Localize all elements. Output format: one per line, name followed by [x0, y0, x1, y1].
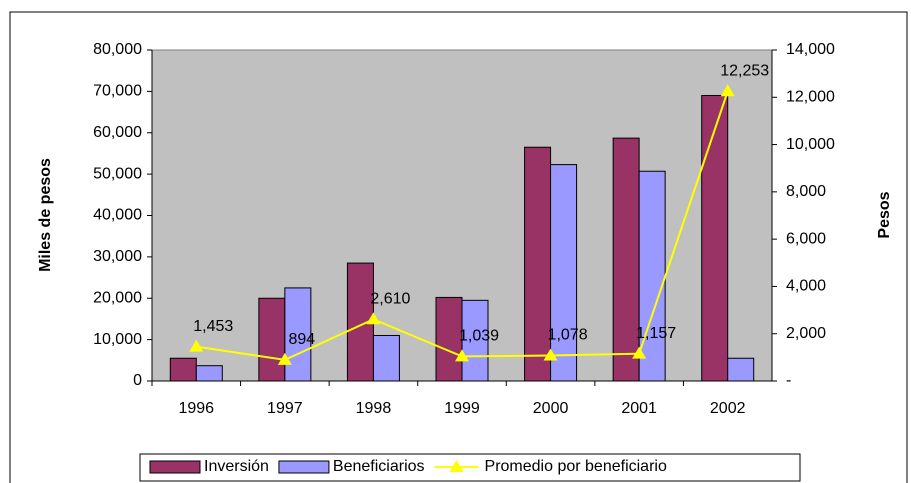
legend-label: Inversión: [204, 458, 269, 475]
bar: [524, 146, 552, 382]
x-tick-label: 1999: [444, 400, 480, 417]
x-tick-label: 1998: [356, 400, 392, 417]
data-label: 2,610: [370, 291, 410, 308]
bar: [435, 296, 463, 382]
y-tick-label: 10,000: [93, 331, 142, 348]
y-tick-label: 20,000: [93, 289, 142, 306]
marker: [366, 312, 381, 325]
marker: [543, 348, 558, 361]
marker: [277, 352, 292, 365]
legend-label: Promedio por beneficiario: [485, 458, 667, 475]
x-tick-label: 2000: [533, 400, 569, 417]
y-tick-label: 70,000: [93, 83, 142, 100]
marker: [632, 346, 647, 359]
y2-tick-label: 10,000: [786, 136, 835, 153]
y2-tick-label: 2,000: [786, 325, 826, 342]
y-tick-label: 80,000: [93, 41, 142, 58]
y2-tick-label: 12,000: [786, 89, 835, 106]
bar: [612, 137, 640, 382]
bar: [550, 164, 578, 382]
bar: [638, 170, 666, 382]
data-label: 1,039: [459, 328, 499, 345]
bar: [284, 287, 312, 382]
data-label: 1,453: [193, 318, 233, 335]
y2-tick-label: -: [786, 372, 791, 389]
bar: [258, 297, 286, 382]
data-label: 12,253: [720, 63, 769, 80]
legend-swatch: [278, 460, 330, 474]
y-tick-label: 0: [133, 372, 142, 389]
bar: [169, 357, 197, 382]
y2-tick-label: 8,000: [786, 183, 826, 200]
legend-box: [139, 453, 801, 482]
y2-tick-label: 6,000: [786, 230, 826, 247]
x-tick-label: 1997: [267, 400, 303, 417]
bar: [701, 95, 729, 382]
x-tick-label: 2001: [621, 400, 657, 417]
marker: [720, 84, 735, 97]
x-tick-label: 1996: [178, 400, 214, 417]
y2-tick-label: 4,000: [786, 278, 826, 295]
bar: [195, 365, 223, 382]
y-tick-label: 40,000: [93, 207, 142, 224]
legend-label: Beneficiarios: [333, 458, 425, 475]
y-tick-label: 60,000: [93, 124, 142, 141]
marker: [455, 349, 469, 362]
y-tick-label: 50,000: [93, 165, 142, 182]
data-label: 894: [289, 331, 316, 348]
marker: [189, 339, 204, 352]
legend-swatch: [149, 460, 201, 474]
y2-tick-label: 14,000: [786, 41, 835, 58]
y-tick-label: 30,000: [93, 248, 142, 265]
y-axis-title: Miles de pesos: [37, 158, 54, 272]
legend-swatch: [449, 460, 464, 472]
data-label: 1,078: [548, 327, 588, 344]
bar: [461, 299, 489, 382]
data-label: 1,157: [636, 325, 676, 342]
x-tick-label: 2002: [710, 400, 746, 417]
bar: [372, 334, 400, 382]
y2-axis-title: Pesos: [876, 191, 893, 238]
bar: [727, 357, 755, 382]
